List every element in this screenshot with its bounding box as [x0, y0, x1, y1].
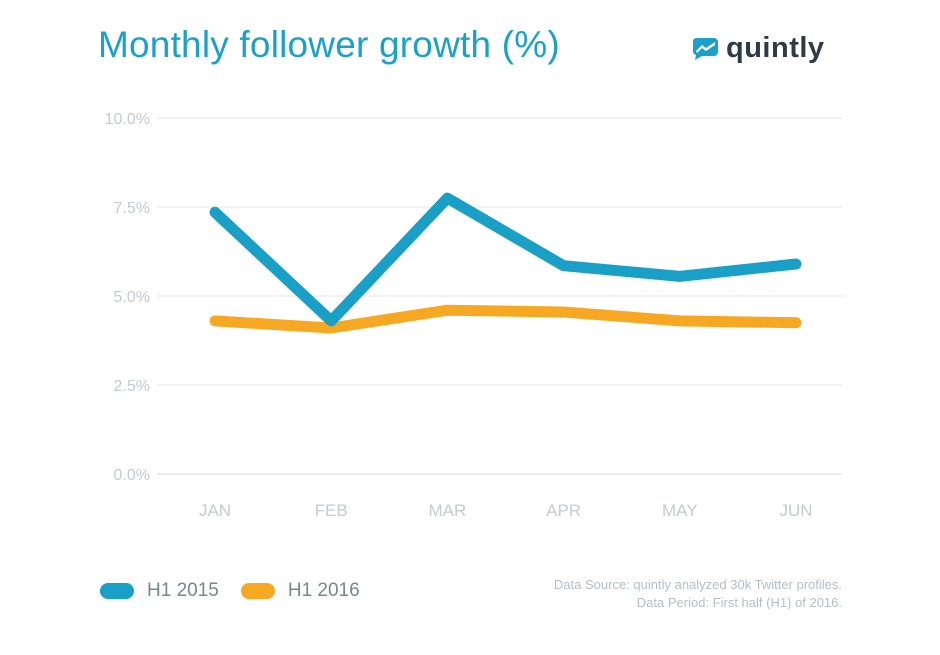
source-line: Data Source: quintly analyzed 30k Twitte…	[553, 577, 842, 592]
series-line-h1-2015	[209, 192, 802, 327]
legend-label-2016: H1 2016	[287, 580, 360, 601]
x-tick-label: MAY	[662, 501, 698, 520]
chart-series	[209, 192, 802, 334]
x-tick-label: JAN	[199, 501, 231, 520]
y-axis-ticks: 0.0% 2.5% 5.0% 7.5% 10.0%	[105, 111, 150, 484]
data-source-note: Data Source: quintly analyzed 30k Twitte…	[554, 576, 842, 612]
brand-logo: quintly	[692, 30, 825, 66]
x-tick-label: APR	[546, 501, 581, 520]
chart-legend: H1 2015 H1 2016	[100, 580, 382, 602]
y-tick-label: 2.5%	[114, 378, 150, 395]
chart-title: Monthly follower growth (%)	[98, 24, 560, 65]
legend-item-2016[interactable]: H1 2016	[240, 580, 360, 602]
legend-swatch-2015	[100, 583, 134, 599]
y-tick-label: 10.0%	[105, 111, 150, 128]
series-line-h1-2016	[209, 304, 802, 334]
x-tick-label: MAR	[429, 501, 467, 520]
x-tick-label: JUN	[779, 501, 812, 520]
legend-swatch-2016	[240, 583, 275, 599]
x-axis-ticks: JAN FEB MAR APR MAY JUN	[199, 501, 813, 520]
y-tick-label: 0.0%	[114, 467, 150, 484]
quintly-logo-icon	[692, 38, 718, 60]
y-tick-label: 5.0%	[114, 289, 150, 306]
period-line: Data Period: First half (H1) of 2016.	[636, 595, 842, 610]
x-tick-label: FEB	[315, 501, 348, 520]
legend-label-2015: H1 2015	[147, 580, 219, 601]
y-tick-label: 7.5%	[114, 200, 150, 217]
chart-grid	[157, 117, 842, 475]
brand-name: quintly	[726, 31, 825, 64]
legend-item-2015[interactable]: H1 2015	[100, 580, 219, 602]
